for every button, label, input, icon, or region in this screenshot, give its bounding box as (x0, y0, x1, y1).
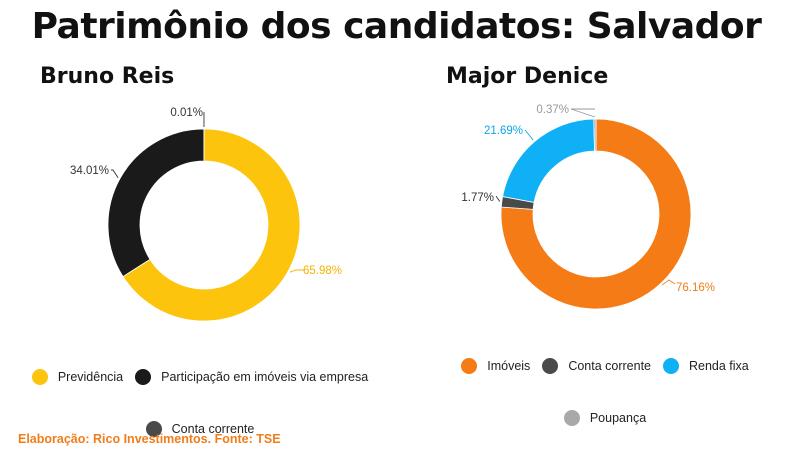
slice-participacao-em-imoveis-via-empresa (107, 128, 205, 278)
data-label-participacao-em-imoveis-via-empresa: 34.01% (70, 165, 109, 177)
data-label-previdencia: 65.98% (303, 265, 342, 277)
legend-item-conta-corrente: Conta corrente (542, 358, 651, 374)
donut-chart-major-denice: 76.16% 1.77% 21.69% 0.37% (461, 104, 715, 310)
legend-item-imoveis: Imóveis (461, 358, 530, 374)
legend-item-poupanca: Poupança (563, 410, 647, 426)
donut-chart-bruno-reis: 65.98% 34.01% 0.01% (70, 107, 342, 322)
leader-line-poupanca (570, 108, 596, 118)
leader-line-conta-corrente (495, 195, 501, 202)
leader-line-imoveis (661, 279, 676, 286)
legend-swatch (663, 358, 679, 374)
legend-item-participacao-em-imoveis-via-empresa: Participação em imóveis via empresa (135, 369, 368, 385)
legend-swatch (461, 358, 478, 374)
chart-title-major-denice: Major Denice (446, 64, 609, 89)
leader-line-participacao-em-imoveis-via-empresa (111, 169, 119, 179)
leader-line-renda-fixa (524, 129, 534, 141)
data-label-conta-corrente: 1.77% (461, 192, 494, 204)
page-title: Patrimônio dos candidatos: Salvador (31, 6, 762, 47)
legend-item-conta-corrente: Conta corrente (145, 421, 255, 437)
source-footer: Elaboração: Rico Investimentos. Fonte: T… (18, 432, 281, 446)
data-label-renda-fixa: 21.69% (484, 125, 523, 137)
slice-poupanca (593, 118, 597, 152)
data-label-imoveis: 76.16% (676, 282, 715, 294)
legend-label: Poupança (589, 411, 647, 425)
data-label-conta-corrente: 0.01% (170, 107, 203, 119)
legend-swatch (563, 410, 580, 426)
legend-swatch (31, 369, 48, 385)
legend-bruno-reis: Previdência Participação em imóveis via e… (20, 369, 380, 437)
slice-imoveis (500, 118, 692, 310)
legend-swatch (135, 369, 152, 385)
legend-swatch (145, 421, 162, 437)
legend-label: Participação em imóveis via empresa (161, 370, 369, 384)
legend-label: Conta corrente (568, 359, 651, 373)
legend-label: Renda fixa (689, 359, 749, 373)
legend-label: Previdência (57, 370, 124, 384)
chart-title-bruno-reis: Bruno Reis (40, 64, 175, 89)
legend-label: Imóveis (487, 359, 531, 373)
leader-line-previdencia (289, 269, 304, 273)
data-label-poupanca: 0.37% (536, 104, 569, 116)
legend-label: Conta corrente (171, 422, 255, 436)
legend-major-denice: Imóveis Conta corrente Renda fixa Poupança (430, 358, 780, 426)
legend-item-previdencia: Previdência (31, 369, 124, 385)
legend-swatch (542, 358, 559, 374)
slice-previdencia (122, 128, 301, 322)
legend-item-renda-fixa: Renda fixa (663, 358, 749, 374)
